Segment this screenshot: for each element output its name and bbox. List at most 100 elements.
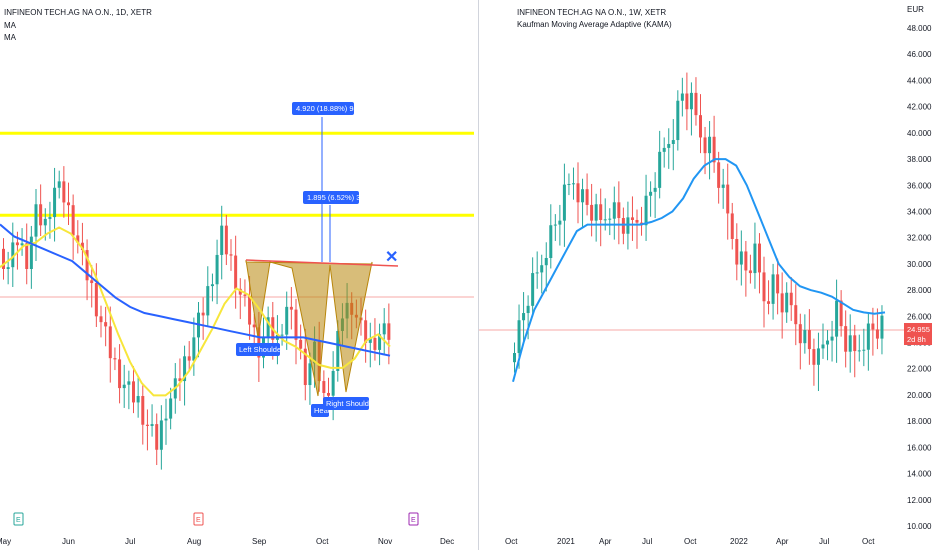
candle-body <box>848 335 852 352</box>
candle-body <box>280 334 284 336</box>
candle-body <box>53 187 57 218</box>
candle-body <box>812 349 816 365</box>
daily-chart-pane[interactable]: 35.00034.00033.00032.00031.00030.00029.0… <box>0 0 478 550</box>
candle-body <box>699 115 702 138</box>
candle-body <box>387 323 391 340</box>
daily-chart-canvas[interactable]: 35.00034.00033.00032.00031.00030.00029.0… <box>0 0 478 550</box>
candle-body <box>85 250 89 281</box>
price-tick-label: 48.000 <box>907 24 932 33</box>
candle-body <box>43 218 47 226</box>
cancel-mark-icon[interactable]: ✕ <box>385 249 398 266</box>
candle-body <box>767 301 771 304</box>
time-tick-label: Jul <box>819 537 829 546</box>
candle-body <box>757 243 761 273</box>
candle-body <box>220 225 224 255</box>
candle-body <box>685 93 689 110</box>
pane-divider[interactable] <box>478 0 479 550</box>
pattern-label: Left Shoulder <box>239 345 284 354</box>
time-tick-label: Oct <box>316 537 329 546</box>
candle-body <box>169 398 173 419</box>
time-tick-label: Jun <box>62 537 75 546</box>
candle-body <box>780 293 784 313</box>
weekly-chart-pane[interactable]: EUR 48.000 46.000 44.000 42.000 40.000 38.000 3… <box>479 0 932 550</box>
candle-body <box>776 274 780 294</box>
candle-body <box>224 225 228 255</box>
candle-body <box>549 225 553 258</box>
candle-body <box>830 336 834 341</box>
ma-slow-line[interactable] <box>0 223 391 357</box>
candle-body <box>785 292 789 313</box>
candle-body <box>25 243 29 269</box>
candle-body <box>210 284 214 287</box>
candle-body <box>630 217 634 220</box>
time-tick-label: Jul <box>642 537 652 546</box>
price-tick-label: 40.000 <box>907 129 932 138</box>
candle-body <box>717 162 721 188</box>
ma-fast-line[interactable] <box>0 226 391 397</box>
candle-body <box>2 248 5 269</box>
candle-body <box>513 353 516 363</box>
pattern-label: Right Shoulder <box>326 399 376 408</box>
candle-body <box>136 396 140 403</box>
candle-body <box>680 93 684 101</box>
time-tick-label: Aug <box>187 537 201 546</box>
candle-body <box>540 265 544 273</box>
candle-body <box>721 184 725 188</box>
candle-body <box>62 181 66 203</box>
candle-body <box>816 348 820 365</box>
weekly-chart-canvas[interactable]: EUR 48.000 46.000 44.000 42.000 40.000 38.000 3… <box>479 0 932 550</box>
price-tick-label: 22.000 <box>907 365 932 374</box>
kama-line[interactable] <box>512 158 886 383</box>
price-tick-label: 18.000 <box>907 417 932 426</box>
time-tick-label: Oct <box>505 537 518 546</box>
time-tick-label: Oct <box>862 537 875 546</box>
price-tick-label: 16.000 <box>907 443 932 452</box>
candle-body <box>57 181 61 188</box>
candle-body <box>113 358 117 360</box>
candle-body <box>71 205 75 236</box>
candle-body <box>594 204 598 221</box>
last-price-countdown: 2d 8h <box>907 335 926 344</box>
candle-body <box>581 189 585 203</box>
time-tick-label: Nov <box>378 537 392 546</box>
candle-body <box>635 219 639 223</box>
price-tick-label: 26.000 <box>907 312 932 321</box>
candle-body <box>11 242 15 268</box>
candle-body <box>48 217 52 219</box>
time-tick-label: 2022 <box>730 537 748 546</box>
candle-body <box>880 315 884 339</box>
indicator-ma-1[interactable]: MA <box>4 21 16 30</box>
earnings-event-marker[interactable] <box>193 512 204 526</box>
candle-body <box>826 340 830 345</box>
candle-body <box>6 267 10 269</box>
measure-label-2: 1.895 (6.52%) 339 <box>307 193 369 202</box>
candle-body <box>178 378 182 382</box>
candle-body <box>159 420 163 450</box>
price-tick-label: 28.000 <box>907 286 932 295</box>
candle-body <box>378 334 382 350</box>
indicator-kama[interactable]: Kaufman Moving Average Adaptive (KAMA) <box>517 20 672 29</box>
candle-body <box>94 283 98 317</box>
candle-body <box>835 300 839 337</box>
candle-body <box>712 136 716 163</box>
candle-body <box>671 140 675 144</box>
candle-body <box>667 143 671 148</box>
price-tick-label: 30.000 <box>907 260 932 269</box>
daily-chart-symbol: INFINEON TECH.AG NA O.N., 1D, XETR <box>4 8 152 17</box>
candle-body <box>644 195 648 226</box>
candle-body <box>703 137 707 154</box>
neckline[interactable] <box>245 259 399 267</box>
candle-body <box>118 359 122 389</box>
candle-body <box>562 184 566 221</box>
candle-body <box>794 305 798 325</box>
candle-body <box>257 327 261 358</box>
price-tick-label: 10.000 <box>907 522 932 531</box>
earnings-event-marker[interactable] <box>408 512 419 526</box>
candle-body <box>526 305 530 314</box>
price-tick-label: 36.000 <box>907 181 932 190</box>
indicator-ma-2[interactable]: MA <box>4 33 16 42</box>
time-tick-label: May <box>0 537 11 546</box>
earnings-event-marker[interactable] <box>13 512 24 526</box>
candle-body <box>649 191 653 196</box>
time-tick-label: Apr <box>776 537 789 546</box>
